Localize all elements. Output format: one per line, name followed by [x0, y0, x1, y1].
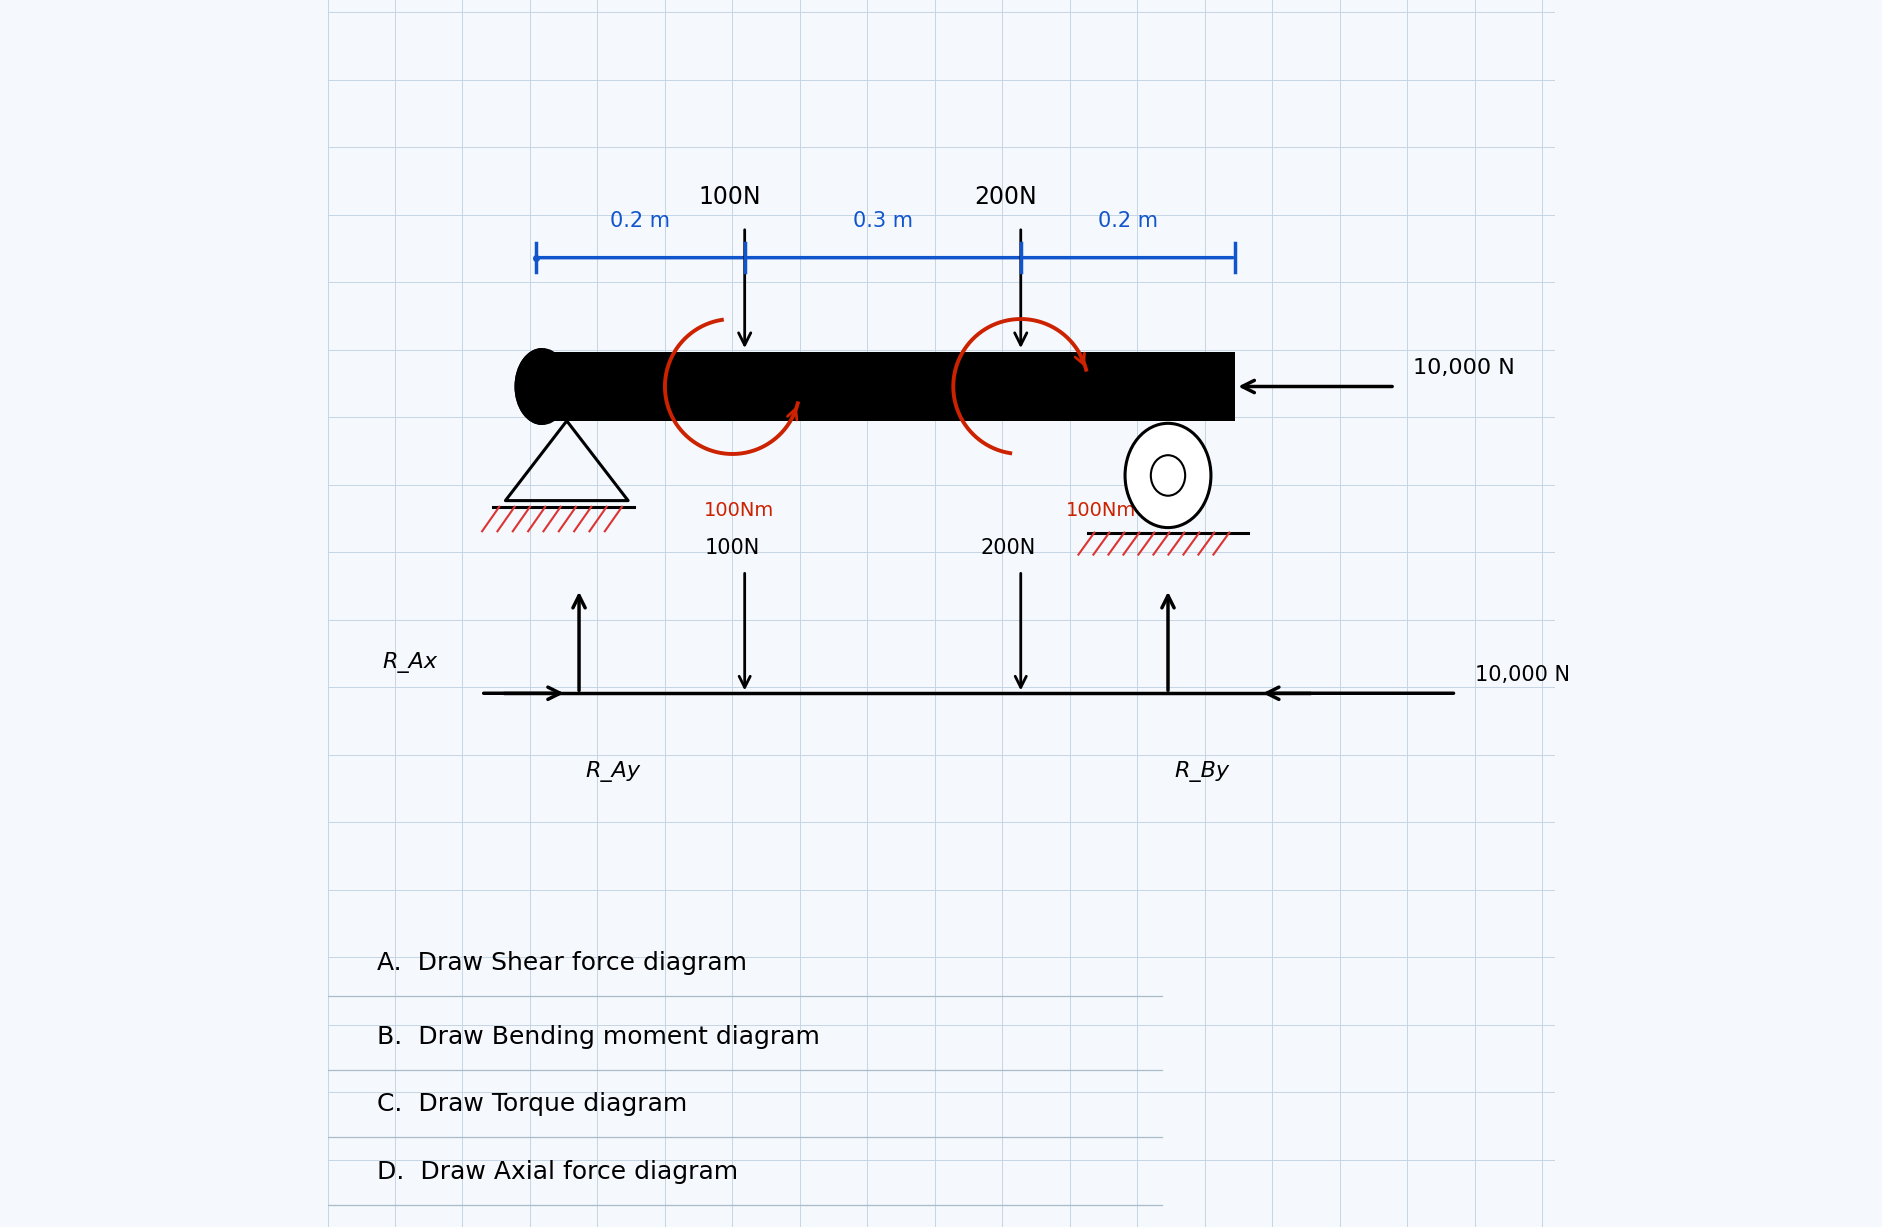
Text: 0.2 m: 0.2 m: [610, 211, 670, 231]
Text: R_Ay: R_Ay: [585, 761, 640, 782]
Text: A.  Draw Shear force diagram: A. Draw Shear force diagram: [376, 951, 747, 975]
Text: 200N: 200N: [975, 184, 1037, 209]
Text: R_By: R_By: [1174, 761, 1229, 782]
Text: 100Nm: 100Nm: [704, 501, 774, 519]
Text: B.  Draw Bending moment diagram: B. Draw Bending moment diagram: [376, 1025, 819, 1049]
Ellipse shape: [516, 348, 568, 425]
Text: C.  Draw Torque diagram: C. Draw Torque diagram: [376, 1092, 687, 1117]
Text: R_Ax: R_Ax: [382, 652, 439, 674]
Text: 200N: 200N: [981, 539, 1037, 558]
Polygon shape: [516, 348, 542, 425]
Text: 100Nm: 100Nm: [1065, 501, 1135, 519]
Text: 10,000 N: 10,000 N: [1413, 358, 1515, 378]
Text: 0.3 m: 0.3 m: [853, 211, 913, 231]
Text: 10,000 N: 10,000 N: [1475, 665, 1570, 685]
Text: 100N: 100N: [698, 184, 760, 209]
FancyBboxPatch shape: [542, 352, 1235, 421]
Ellipse shape: [1125, 423, 1210, 528]
Text: D.  Draw Axial force diagram: D. Draw Axial force diagram: [376, 1160, 738, 1184]
Text: 100N: 100N: [704, 539, 760, 558]
Text: 0.2 m: 0.2 m: [1097, 211, 1157, 231]
Ellipse shape: [1150, 455, 1186, 496]
